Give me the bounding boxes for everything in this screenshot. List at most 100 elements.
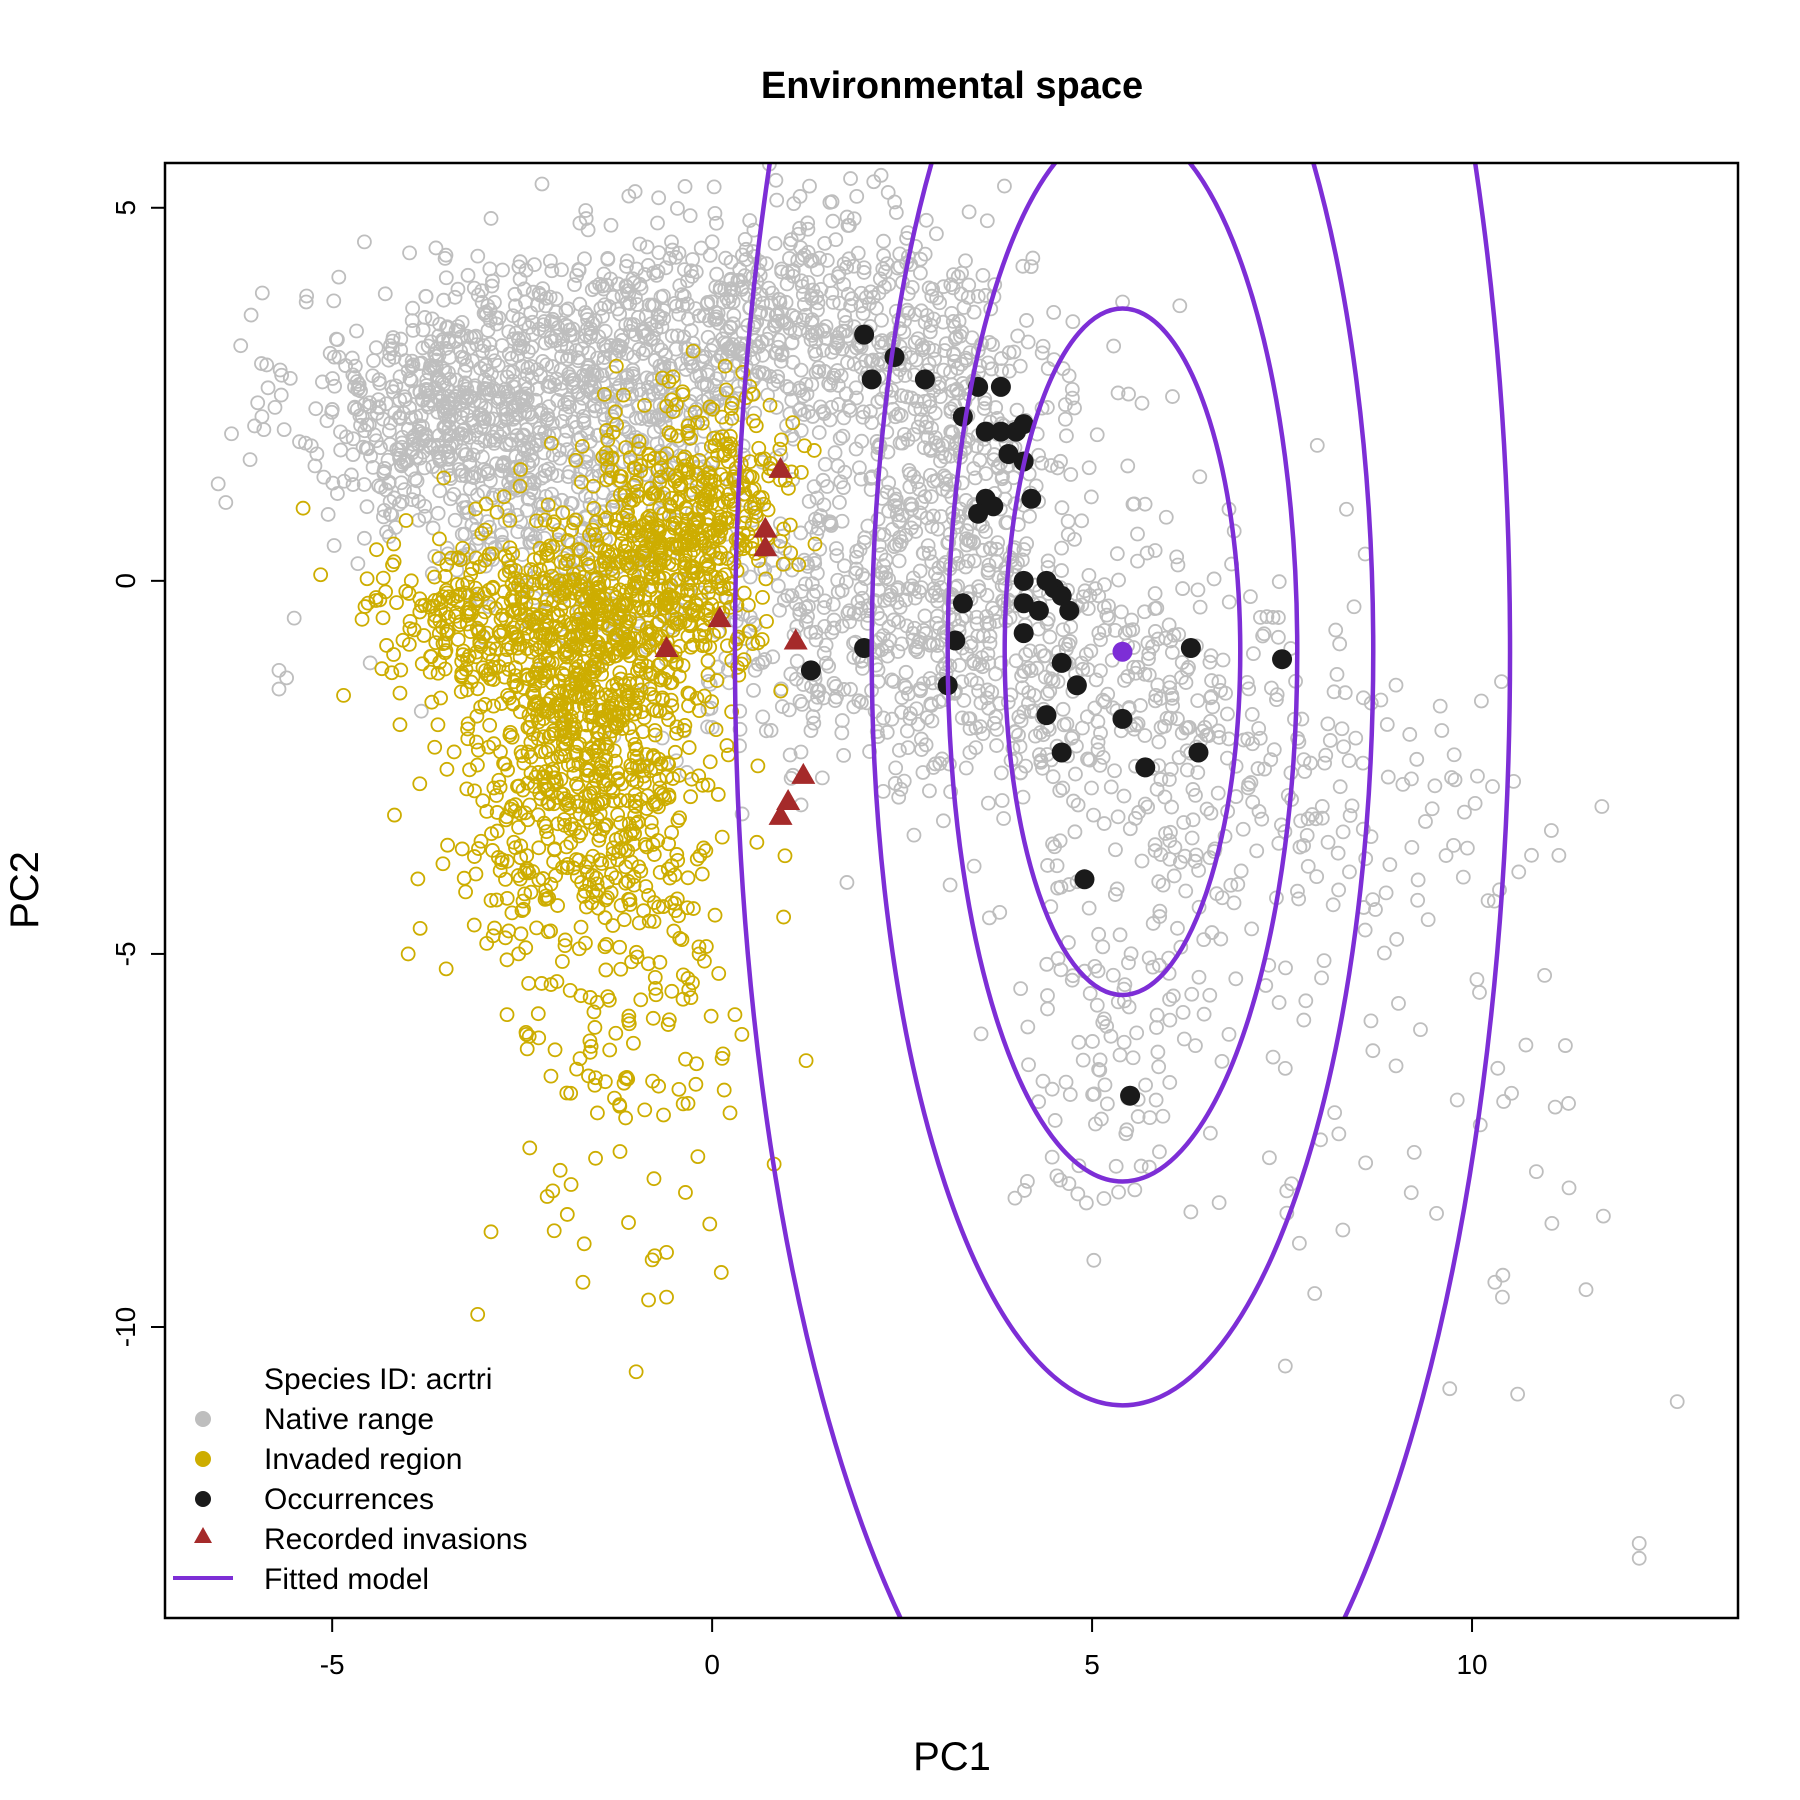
native-point (459, 381, 475, 397)
native-point (457, 350, 472, 366)
native-point (377, 460, 393, 476)
native-point (405, 300, 421, 316)
native-point (438, 270, 454, 286)
native-point (419, 372, 435, 388)
native-point (420, 396, 436, 412)
native-point (470, 439, 486, 455)
native-point (478, 357, 494, 372)
native-point (343, 467, 359, 483)
chart-title: Environmental space (761, 65, 1143, 107)
native-point (544, 263, 560, 279)
native-point (442, 349, 458, 365)
native-point (330, 332, 345, 348)
native-point (359, 499, 375, 515)
native-point (593, 300, 609, 316)
native-point (542, 374, 557, 390)
native-point (224, 426, 239, 442)
native-point (373, 440, 388, 456)
native-point (276, 422, 292, 437)
native-point (333, 442, 349, 458)
native-point (427, 380, 443, 395)
native-point (438, 247, 454, 263)
native-point (391, 409, 407, 425)
native-point (485, 429, 501, 445)
native-point (347, 379, 362, 395)
native-point (460, 267, 476, 283)
native-point (632, 236, 648, 252)
native-point (487, 353, 503, 369)
native-point (250, 395, 266, 411)
native-point (451, 426, 466, 442)
native-point (388, 378, 404, 394)
native-point (345, 447, 361, 462)
native-point (487, 295, 502, 310)
native-point (707, 205, 723, 221)
native-point (347, 399, 363, 415)
native-point (525, 453, 540, 469)
native-point (267, 400, 283, 415)
native-point (259, 357, 275, 373)
native-point (247, 418, 262, 434)
native-point (560, 301, 576, 317)
native-point (519, 391, 535, 407)
native-point (441, 394, 457, 410)
native-point (384, 507, 400, 523)
native-point (315, 374, 330, 390)
native-point (465, 447, 481, 463)
native-point (372, 375, 388, 391)
native-point (362, 395, 378, 411)
native-point (345, 431, 361, 447)
native-point (470, 287, 486, 303)
native-point (542, 253, 558, 269)
native-point (349, 323, 364, 339)
native-point (535, 281, 551, 297)
native-point (274, 367, 290, 383)
native-point (242, 452, 258, 468)
native-point (405, 322, 421, 338)
native-point (436, 292, 452, 308)
native-point (347, 358, 363, 374)
native-point (558, 406, 574, 422)
native-point (356, 234, 372, 250)
native-point (692, 367, 708, 383)
native-point (453, 329, 469, 345)
native-point (470, 248, 486, 264)
native-point (380, 452, 396, 468)
native-point (376, 502, 392, 518)
native-point (322, 345, 338, 361)
native-point (440, 462, 456, 478)
native-point (320, 507, 336, 522)
native-point (576, 408, 591, 424)
native-point (439, 319, 455, 335)
native-point (282, 370, 298, 386)
native-point (371, 399, 387, 415)
native-point (333, 424, 348, 440)
native-point (298, 294, 314, 310)
native-point (331, 269, 347, 285)
native-point (356, 477, 372, 492)
native-point (443, 471, 458, 486)
native-point (432, 483, 448, 499)
native-point (413, 408, 429, 424)
native-point (326, 538, 342, 553)
native-point (439, 381, 455, 397)
native-point (508, 298, 523, 314)
native-point (307, 458, 323, 474)
native-point (528, 392, 543, 408)
native-point (664, 328, 680, 344)
native-point (554, 262, 569, 278)
native-point (298, 435, 313, 451)
native-point (405, 357, 421, 373)
native-point (273, 387, 289, 403)
native-point (484, 278, 500, 294)
native-point (365, 459, 381, 475)
native-point (489, 424, 505, 440)
native-point (393, 457, 409, 472)
native-point (384, 341, 400, 357)
native-point (371, 478, 387, 494)
native-point (488, 456, 504, 472)
native-point (447, 512, 463, 528)
native-point (393, 342, 409, 358)
